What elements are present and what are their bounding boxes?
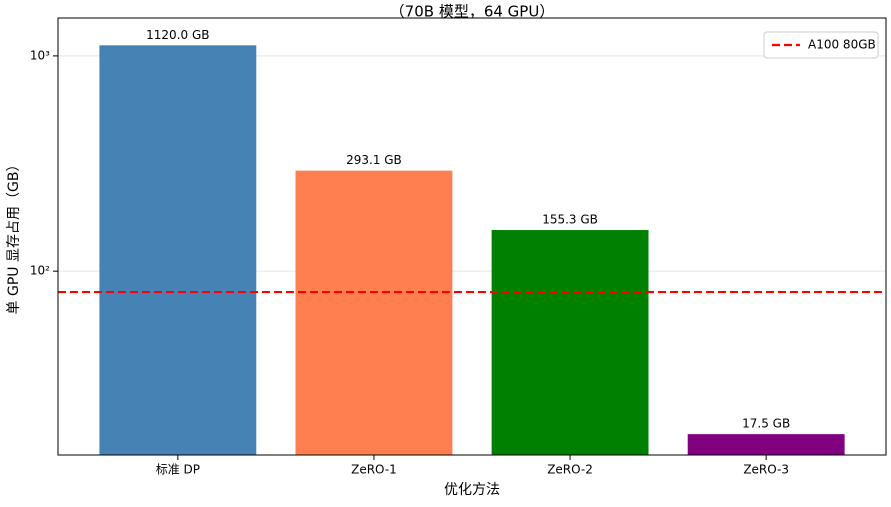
plot-frame [57, 17, 887, 456]
y-axis-label: 单 GPU 显存占用（GB） [6, 158, 22, 315]
y-tick-label: 10² [30, 264, 50, 278]
bar [491, 230, 649, 455]
chart-title: （70B 模型，64 GPU） [390, 3, 555, 21]
legend-label: A100 80GB [808, 38, 876, 52]
bar [295, 170, 453, 455]
x-tick-label: ZeRO-2 [547, 463, 593, 477]
x-tick-label: ZeRO-1 [351, 463, 397, 477]
value-label: 17.5 GB [742, 417, 790, 431]
x-tick-label: ZeRO-3 [743, 463, 789, 477]
value-label: 1120.0 GB [146, 28, 209, 42]
value-label: 293.1 GB [346, 153, 402, 167]
x-tick-label: 标准 DP [156, 463, 200, 477]
value-label: 155.3 GB [542, 213, 598, 227]
bar [687, 434, 845, 455]
bar [99, 45, 257, 455]
legend-box [763, 31, 879, 59]
y-tick-label: 10³ [30, 48, 50, 62]
x-axis-label: 优化方法 [444, 482, 500, 498]
